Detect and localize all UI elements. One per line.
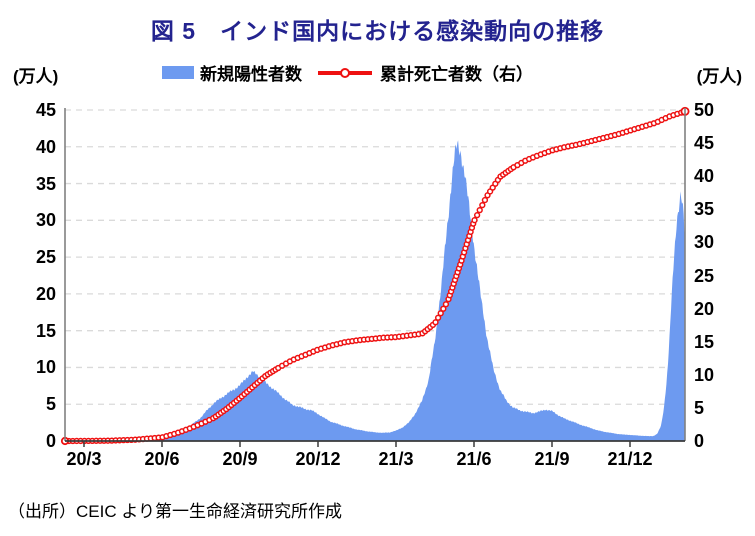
right-axis-tick: 15	[694, 331, 715, 352]
left-axis-tick: 40	[35, 136, 56, 157]
legend: 新規陽性者数 累計死亡者数（右）	[0, 60, 725, 85]
x-axis-tick: 21/12	[607, 449, 653, 469]
right-axis-tick: 0	[694, 431, 705, 451]
left-axis-tick: 25	[35, 247, 56, 268]
x-axis-tick: 21/6	[456, 449, 492, 469]
x-axis-tick: 21/9	[534, 449, 570, 469]
left-axis-tick: 0	[45, 431, 56, 451]
right-axis-tick: 30	[694, 232, 715, 253]
legend-line-marker-icon	[318, 67, 372, 78]
figure-title: 図 5 インド国内における感染動向の推移	[150, 18, 605, 44]
right-axis-tick: 25	[694, 265, 715, 286]
left-axis-unit: (万人)	[13, 67, 59, 86]
legend-bar-swatch	[162, 66, 194, 79]
x-axis-tick: 20/9	[222, 449, 258, 469]
legend-item-deaths: 累計死亡者数（右）	[316, 60, 533, 85]
legend-deaths-label: 累計死亡者数（右）	[380, 65, 533, 84]
right-axis-tick: 40	[694, 166, 715, 187]
right-axis-tick: 35	[694, 199, 715, 220]
left-axis-tick: 5	[45, 394, 56, 415]
header-row: (万人) 新規陽性者数 累計死亡者数（右） (万人)	[0, 60, 755, 86]
source-note: （出所）CEIC より第一生命経済研究所作成	[8, 502, 342, 521]
left-axis-tick: 45	[35, 100, 56, 120]
right-axis-tick: 50	[694, 100, 715, 120]
right-axis-tick: 45	[694, 133, 715, 154]
right-axis-tick: 5	[694, 397, 705, 418]
left-axis-tick: 20	[35, 283, 56, 304]
left-axis-tick: 10	[35, 357, 56, 378]
x-axis-tick: 20/12	[295, 449, 341, 469]
x-axis-tick: 20/6	[144, 449, 180, 469]
right-axis-tick: 10	[694, 364, 715, 385]
legend-item-cases: 新規陽性者数	[162, 60, 302, 85]
left-axis-tick: 15	[35, 320, 56, 341]
right-axis-tick: 20	[694, 298, 715, 319]
left-axis-tick: 35	[35, 173, 56, 194]
x-axis-tick: 20/3	[66, 449, 102, 469]
right-axis-unit: (万人)	[696, 67, 742, 86]
left-axis-tick: 30	[35, 210, 56, 231]
x-axis-tick: 21/3	[378, 449, 414, 469]
legend-cases-label: 新規陽性者数	[200, 65, 302, 84]
